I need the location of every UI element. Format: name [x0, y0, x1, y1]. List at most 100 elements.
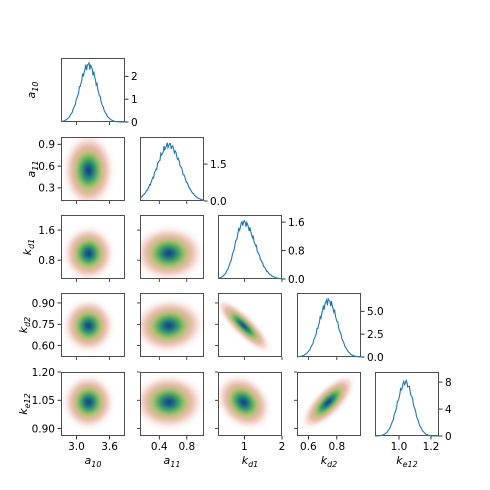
density-tick-label: 2.5	[367, 329, 384, 341]
x-axis-label-ke12: ke12	[396, 454, 417, 469]
joint-panel-ke12-vs-kd2	[297, 372, 361, 436]
marginal-panel-a11: 0.0 1.5	[139, 137, 227, 208]
y-axis-label-a11: a11	[25, 161, 40, 178]
panel-frame	[61, 137, 125, 201]
x-tick-label: 2	[279, 441, 286, 453]
joint-panel-kd2-vs-a10	[61, 293, 125, 357]
joint-panel-kd2-vs-kd1	[218, 293, 282, 357]
x-tick-label: 0.8	[178, 441, 195, 453]
x-tick-label: 0.8	[328, 441, 345, 453]
density-level-8	[165, 250, 173, 257]
density-contours	[218, 298, 271, 353]
density-level-8	[165, 323, 173, 329]
panel-frame	[61, 293, 125, 357]
density-contours	[140, 298, 204, 353]
panel-frame	[140, 215, 204, 279]
density-level-8	[325, 399, 331, 405]
y-axis-label-a10: a10	[25, 82, 40, 99]
y-tick-label: 1.20	[32, 367, 55, 379]
density-level-8	[86, 166, 92, 175]
joint-panel-kd2-vs-a11	[140, 293, 204, 357]
joint-panel-ke12-vs-kd1	[218, 372, 282, 436]
density-contours	[62, 298, 115, 353]
y-tick-label: 0.6	[38, 161, 55, 173]
panel-frame	[218, 372, 282, 436]
joint-panel-kd1-vs-a11	[140, 215, 204, 279]
density-tick-label: 2	[131, 71, 138, 83]
y-tick-label: 0.60	[32, 340, 55, 352]
density-tick-label: 8	[445, 377, 452, 389]
joint-panel-kd1-vs-a10	[61, 215, 125, 279]
marginal-curve	[217, 219, 283, 280]
density-contours	[62, 137, 115, 201]
density-level-8	[165, 399, 173, 405]
panel-frame	[140, 293, 204, 357]
density-contours	[218, 374, 271, 430]
x-tick-label: 3.6	[101, 441, 118, 453]
y-tick-label: 0.8	[38, 255, 55, 267]
marginal-curve	[139, 142, 205, 201]
y-tick-label: 0.9	[38, 139, 55, 151]
density-contours	[301, 374, 356, 430]
joint-panel-a11-vs-a10	[61, 137, 125, 201]
x-axis-label-a10: a10	[85, 454, 102, 469]
joint-panel-ke12-vs-a10	[61, 372, 125, 436]
density-tick-label: 1.5	[210, 159, 227, 171]
density-contours	[140, 374, 204, 430]
x-axis-label-kd2: kd2	[321, 454, 338, 469]
y-axis-label-ke12: ke12	[17, 393, 32, 414]
density-level-8	[240, 399, 247, 405]
x-tick-label: 1.0	[391, 441, 408, 453]
joint-panel-ke12-vs-a11	[140, 372, 204, 436]
density-tick-label: 1.6	[288, 217, 305, 229]
x-tick-label: 0.6	[300, 441, 317, 453]
density-tick-label: 0.0	[367, 352, 384, 364]
y-tick-label: 0.75	[32, 319, 55, 331]
panel-frame	[61, 372, 125, 436]
density-contours	[62, 226, 115, 279]
panel-frame	[140, 372, 204, 436]
x-axis-label-a11: a11	[164, 454, 181, 469]
marginal-curve	[374, 378, 439, 437]
marginal-panel-ke12: 0 4 8	[374, 372, 452, 443]
y-tick-label: 0.90	[32, 423, 55, 435]
y-axis-label-kd2: kd2	[17, 317, 32, 334]
density-level-8	[240, 323, 247, 329]
x-tick-label: 1.2	[423, 441, 440, 453]
marginal-panel-kd2: 0.0 2.5 5.0	[296, 293, 384, 364]
marginal-curve	[60, 61, 126, 123]
density-contours	[140, 226, 204, 279]
x-axis-label-kd1: kd1	[242, 454, 259, 469]
density-tick-label: 0.8	[288, 245, 305, 257]
density-level-8	[86, 250, 92, 257]
panel-frame	[218, 293, 282, 357]
density-tick-label: 0.0	[288, 274, 305, 286]
x-tick-label: 3.0	[68, 441, 85, 453]
y-tick-label: 0.90	[32, 298, 55, 310]
marginal-curve	[296, 297, 362, 358]
y-tick-label: 0.3	[38, 183, 55, 195]
density-level-8	[86, 323, 92, 329]
y-tick-label: 1.05	[32, 395, 55, 407]
marginal-panel-a10: 0 1 2	[60, 58, 138, 129]
x-tick-label: 0.4	[151, 441, 168, 453]
panel-frame	[297, 372, 361, 436]
density-level-8	[86, 399, 92, 405]
density-contours	[62, 374, 115, 430]
x-tick-label: 1	[241, 441, 248, 453]
panel-frame	[61, 215, 125, 279]
density-tick-label: 4	[445, 404, 452, 416]
density-tick-label: 1	[131, 94, 138, 106]
density-tick-label: 5.0	[367, 306, 384, 318]
marginal-panel-kd1: 0.0 0.8 1.6	[217, 215, 305, 286]
density-tick-label: 0	[445, 431, 452, 443]
panel-frame	[61, 58, 125, 122]
density-tick-label: 0	[131, 117, 138, 129]
y-tick-label: 1.6	[38, 225, 55, 237]
panel-frame	[297, 293, 361, 357]
density-tick-label: 0.0	[210, 196, 227, 208]
y-axis-label-kd1: kd1	[21, 239, 36, 256]
panel-frame	[218, 215, 282, 279]
